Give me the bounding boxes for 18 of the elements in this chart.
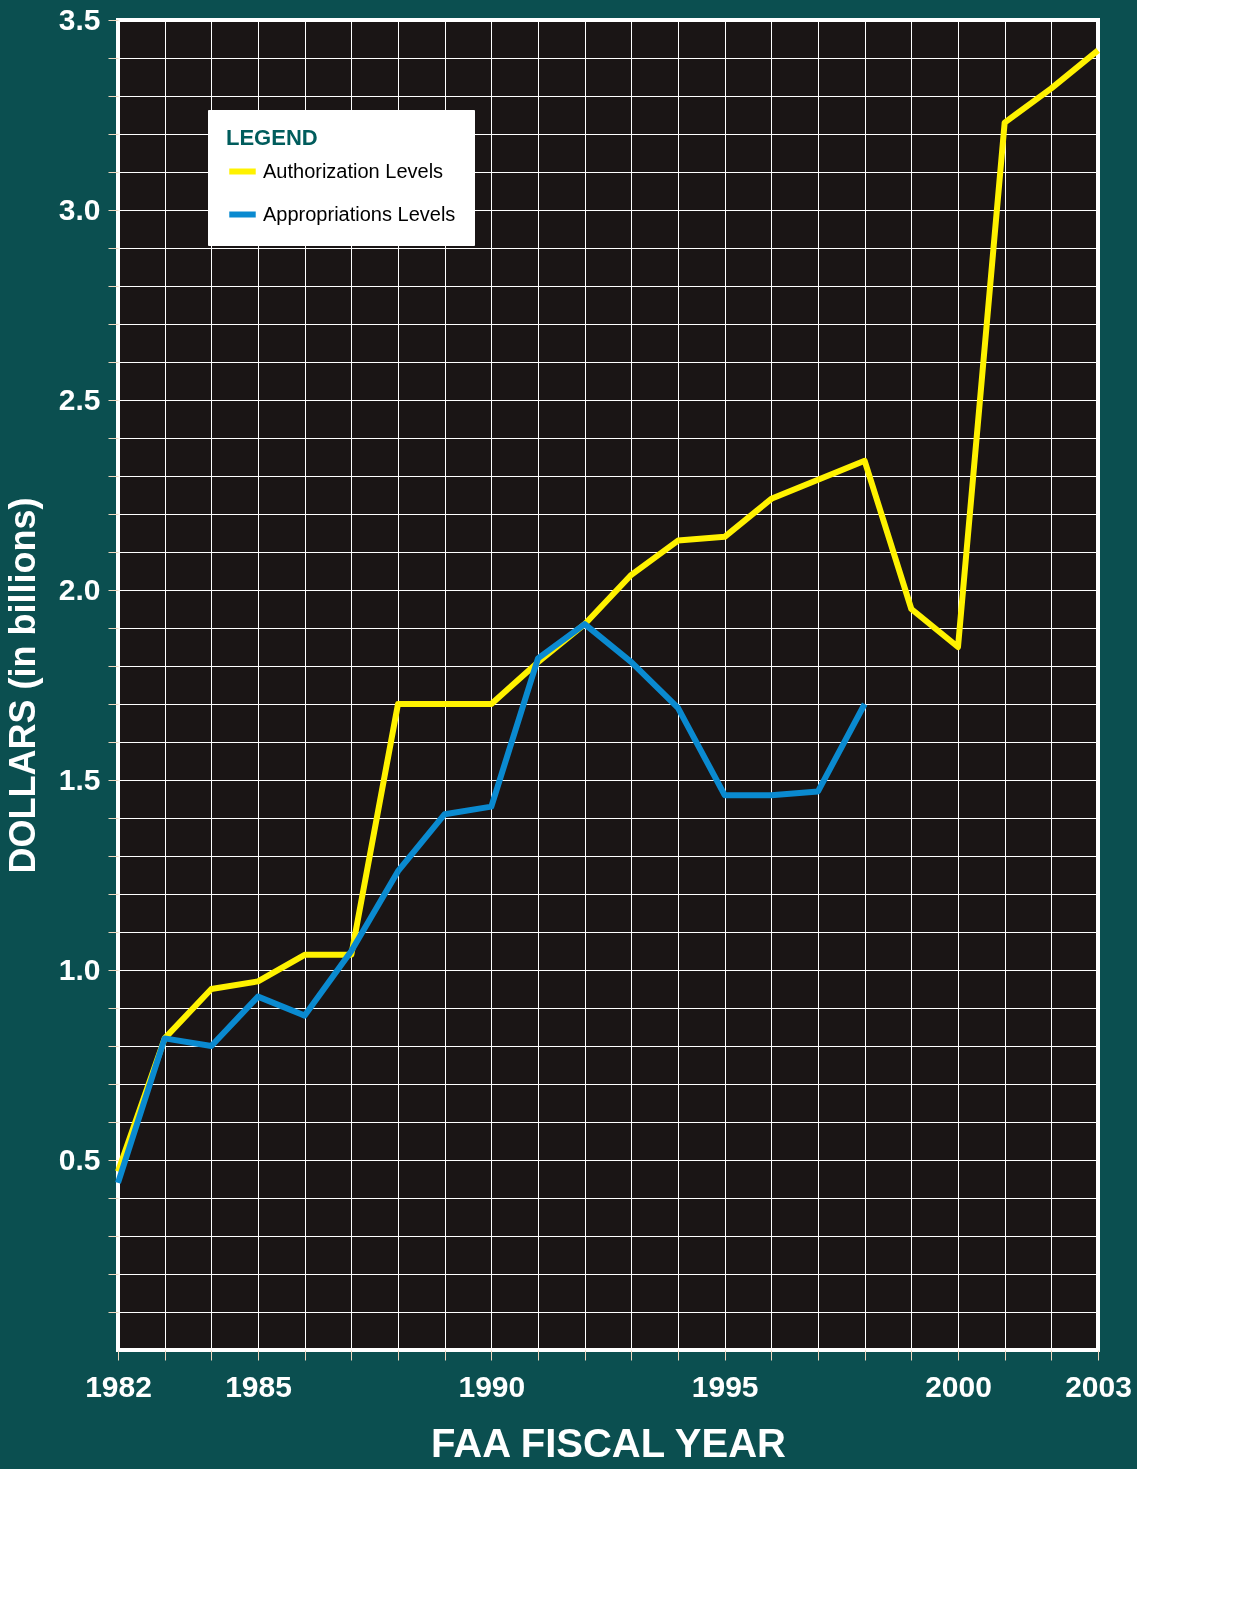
x-tick-label: 1985: [225, 1369, 292, 1403]
x-tick-label: 2000: [925, 1369, 992, 1403]
legend-label: Appropriations Levels: [263, 202, 456, 225]
x-tick-label: 1995: [691, 1369, 759, 1403]
x-axis-title: FAA FISCAL YEAR: [431, 1420, 787, 1465]
y-tick-label: 3.5: [58, 2, 101, 36]
y-tick-label: 2.5: [58, 382, 101, 416]
legend-title: LEGEND: [226, 125, 318, 150]
x-tick-label: 1982: [85, 1369, 152, 1403]
y-tick-label: 1.0: [58, 952, 101, 986]
y-tick-label: 0.5: [58, 1142, 101, 1176]
x-tick-label: 2003: [1065, 1369, 1132, 1403]
y-tick-label: 3.0: [58, 192, 101, 226]
y-tick-label: 2.0: [58, 572, 101, 606]
x-tick-label: 1990: [458, 1369, 526, 1403]
y-tick-label: 1.5: [58, 762, 101, 796]
legend-label: Authorization Levels: [263, 159, 444, 182]
y-axis-title: DOLLARS (in billions): [1, 497, 43, 874]
